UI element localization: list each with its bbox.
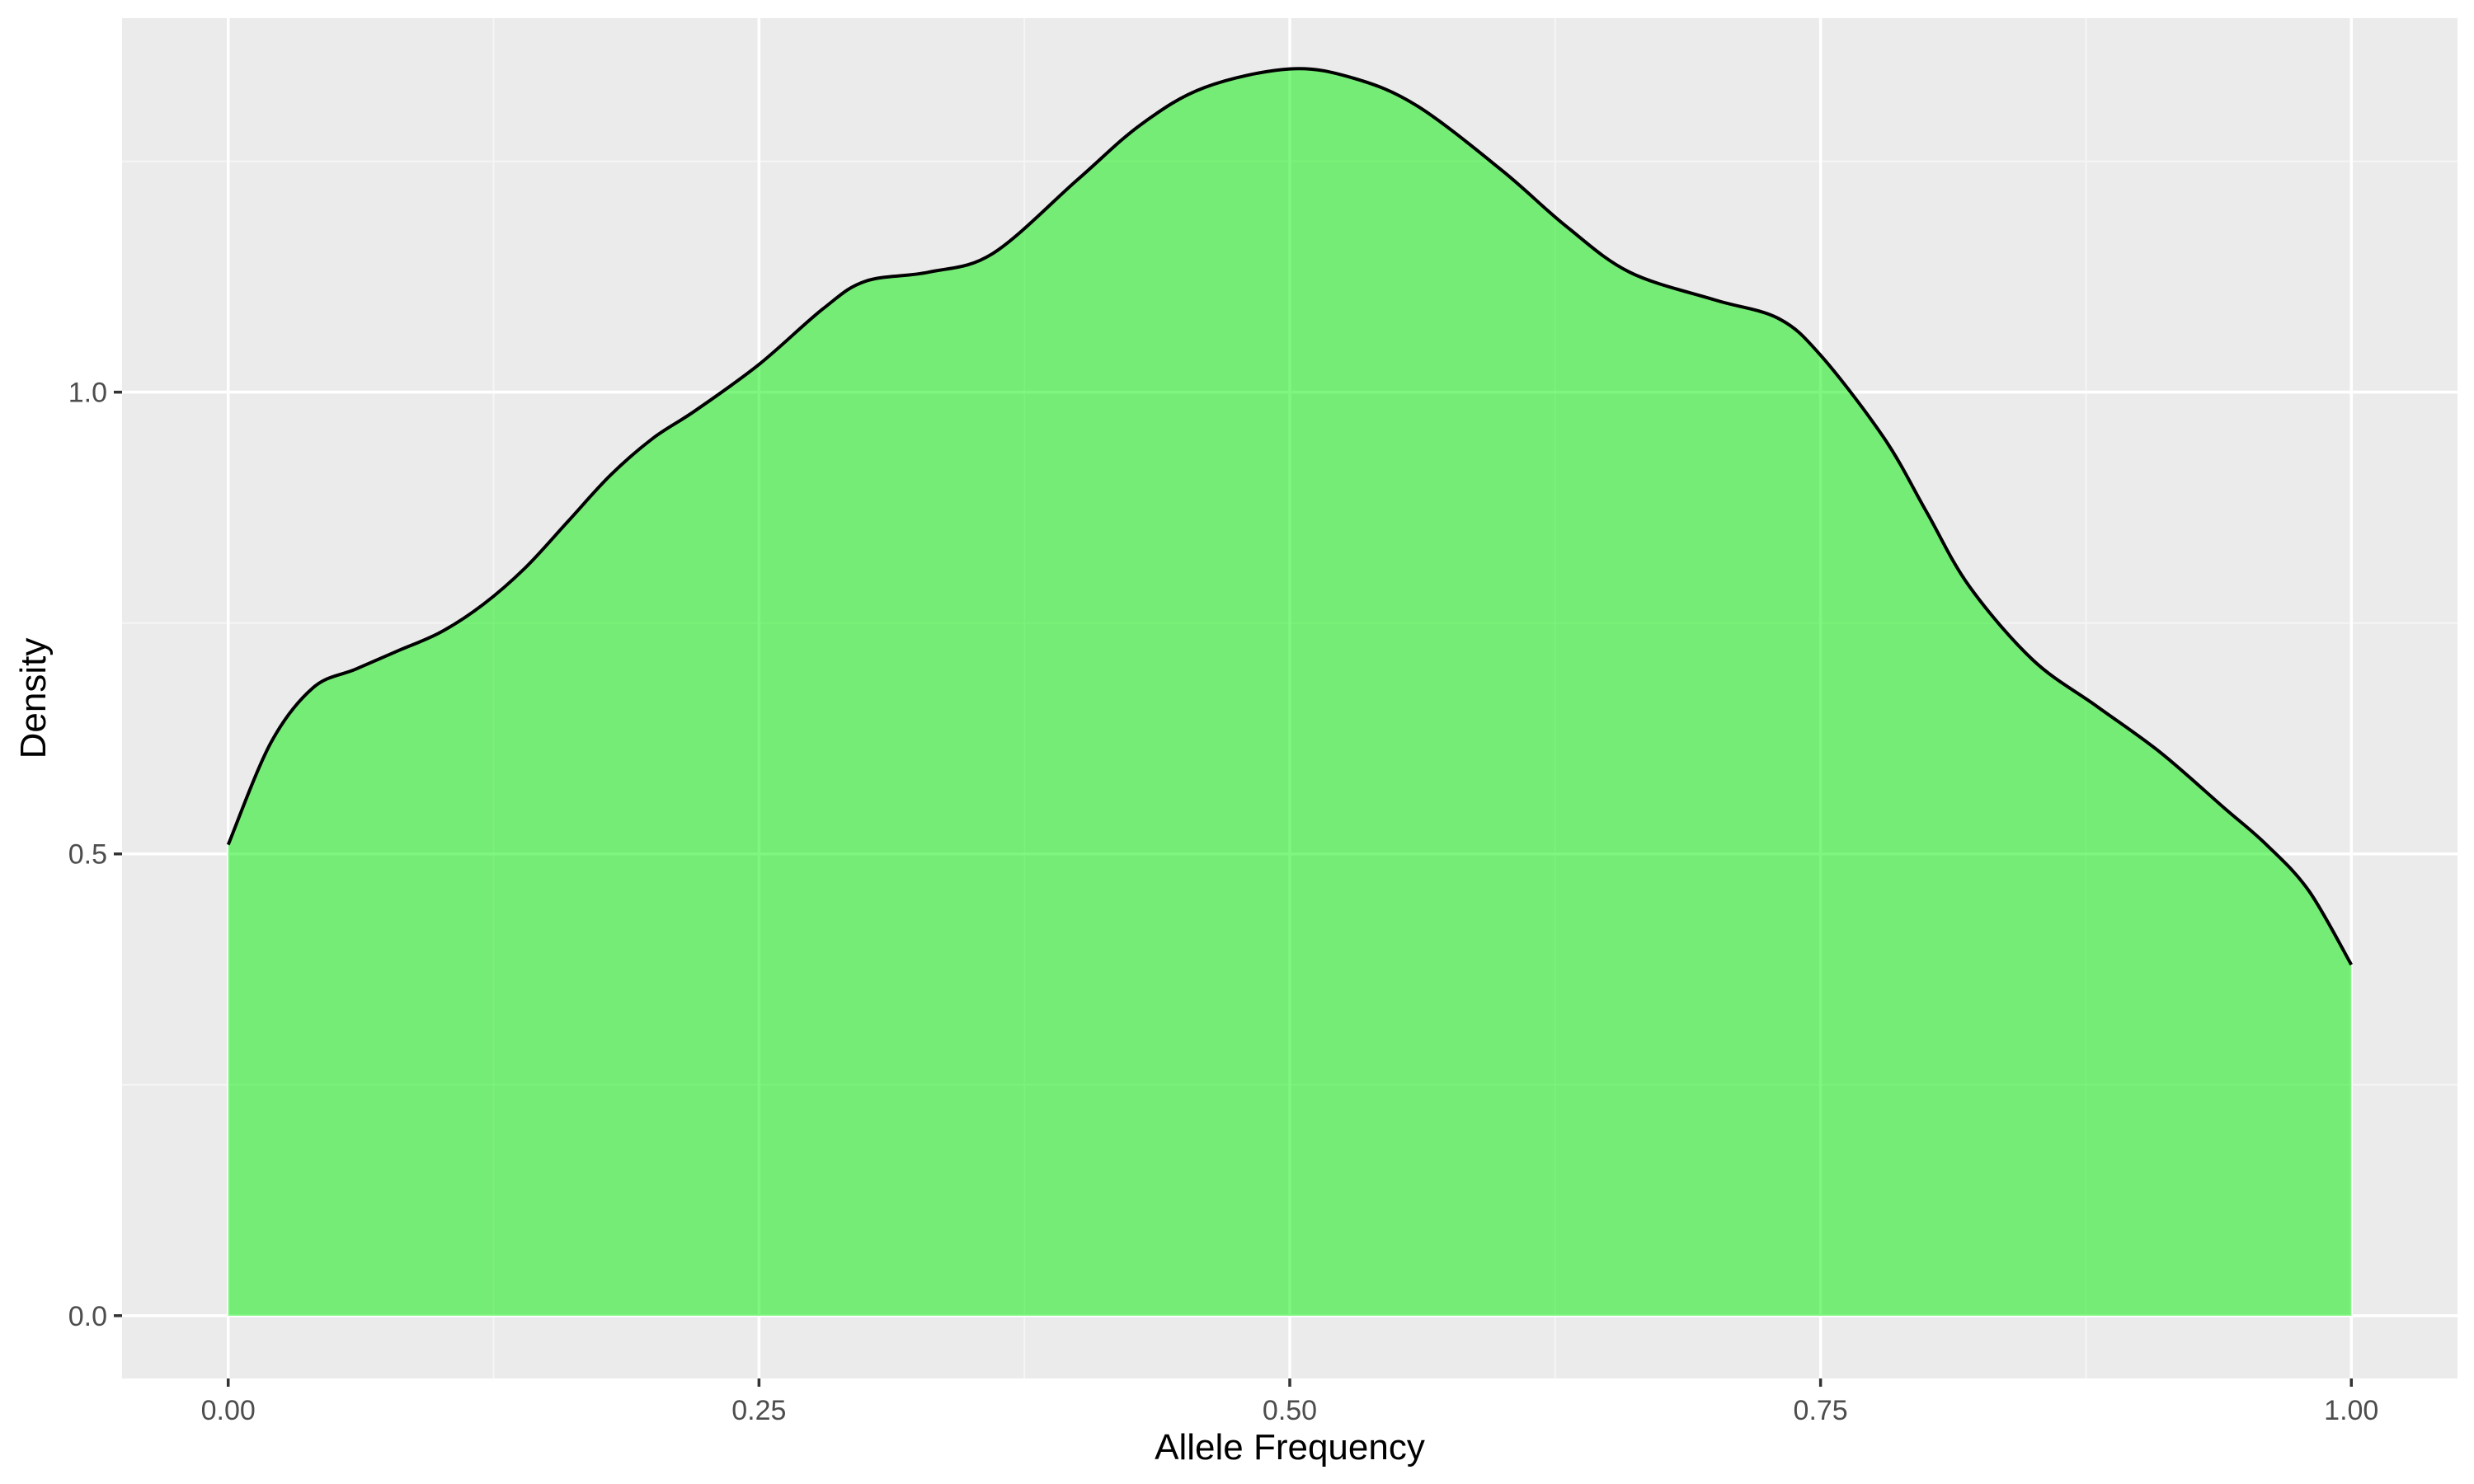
- y-tick-label: 0.0: [68, 1301, 107, 1332]
- x-tick-label: 0.50: [1263, 1395, 1317, 1426]
- x-tick-label: 1.00: [2324, 1395, 2378, 1426]
- x-tick-label: 0.00: [201, 1395, 256, 1426]
- x-tick-label: 0.75: [1794, 1395, 1848, 1426]
- density-curve-line: [226, 67, 2354, 966]
- density-area-fill: [228, 68, 2352, 1316]
- y-axis: 0.0 0.5 1.0: [68, 378, 122, 1332]
- x-tick-label: 0.25: [731, 1395, 786, 1426]
- x-axis: 0.00 0.25 0.50 0.75 1.00: [201, 1378, 2378, 1426]
- y-tick-label: 1.0: [68, 378, 107, 409]
- y-axis-title: Density: [13, 638, 54, 759]
- x-axis-title: Allele Frequency: [1155, 1427, 1425, 1468]
- y-tick-label: 0.5: [68, 839, 107, 871]
